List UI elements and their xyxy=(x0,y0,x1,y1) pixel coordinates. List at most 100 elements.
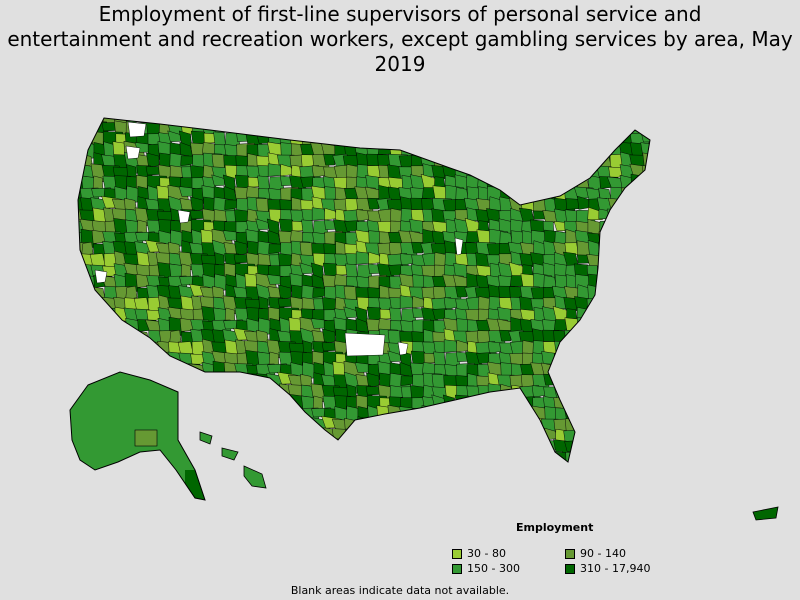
map-area xyxy=(115,459,135,462)
map-area xyxy=(642,252,650,264)
map-area xyxy=(618,406,638,425)
map-area xyxy=(607,384,630,404)
map-area xyxy=(619,197,640,213)
map-area xyxy=(289,449,306,462)
map-area xyxy=(355,451,375,462)
map-area xyxy=(629,208,650,224)
map-area xyxy=(82,118,94,123)
map-area xyxy=(586,306,606,325)
map-area xyxy=(401,450,416,462)
map-area xyxy=(125,462,139,482)
map-area xyxy=(617,118,644,129)
map-area xyxy=(532,440,549,457)
map-area xyxy=(379,118,400,130)
map-area xyxy=(598,397,614,415)
map-area xyxy=(620,351,638,371)
map-area xyxy=(565,142,583,164)
map-area xyxy=(247,418,264,432)
map-area xyxy=(652,374,669,390)
map-area xyxy=(476,132,493,148)
map-area xyxy=(653,298,668,313)
map-area xyxy=(631,328,650,348)
map-area xyxy=(115,338,128,353)
map-area xyxy=(642,296,650,313)
map-area xyxy=(643,264,650,285)
map-area xyxy=(466,428,481,448)
map-area xyxy=(422,131,441,149)
map-area xyxy=(576,384,596,400)
legend-swatch-2 xyxy=(565,548,575,559)
map-area xyxy=(267,121,284,134)
map-area xyxy=(454,394,471,413)
map-area xyxy=(509,153,532,168)
map-area xyxy=(577,143,594,157)
map-area xyxy=(93,319,106,340)
map-area xyxy=(125,285,138,300)
map-area xyxy=(255,218,269,230)
map-area xyxy=(520,419,540,432)
map-area xyxy=(201,451,219,462)
map-area xyxy=(587,319,602,340)
map-area xyxy=(621,239,634,254)
map-area xyxy=(510,450,525,462)
map-area xyxy=(500,395,516,406)
map-area xyxy=(653,177,673,188)
map-area xyxy=(78,362,83,383)
map-area xyxy=(456,418,473,434)
map-area xyxy=(477,141,496,160)
map-area xyxy=(78,353,89,363)
map-area xyxy=(640,209,650,223)
map-area xyxy=(354,122,376,141)
map-area xyxy=(631,250,647,265)
map-area xyxy=(554,340,574,360)
map-area xyxy=(620,254,640,269)
map-area xyxy=(498,438,515,457)
map-area xyxy=(136,351,157,363)
map-area xyxy=(487,449,502,462)
map-area xyxy=(555,132,577,145)
map-area xyxy=(332,461,352,462)
map-area xyxy=(620,284,639,306)
map-area xyxy=(532,452,548,462)
map-area xyxy=(575,396,596,409)
map-area xyxy=(433,132,451,147)
map-area xyxy=(575,153,596,169)
map-area xyxy=(78,339,89,361)
map-area xyxy=(444,122,463,132)
map-area xyxy=(598,274,618,289)
map-area xyxy=(598,118,615,129)
map-area xyxy=(654,397,666,413)
map-area xyxy=(651,253,674,270)
map-area xyxy=(78,294,84,309)
map-area xyxy=(608,406,630,425)
legend-swatch-1 xyxy=(452,548,462,559)
map-area xyxy=(585,395,602,413)
legend-label-2: 90 - 140 xyxy=(580,547,626,560)
map-area xyxy=(214,428,236,447)
footnote: Blank areas indicate data not available. xyxy=(290,584,510,597)
map-area xyxy=(554,143,568,158)
map-area xyxy=(422,142,438,159)
map-area xyxy=(521,452,535,462)
map-area xyxy=(487,142,507,160)
map-area xyxy=(488,118,506,123)
map-area xyxy=(343,306,357,318)
map-area xyxy=(621,360,641,378)
legend-item-3: 150 - 300 xyxy=(452,562,520,575)
map-area xyxy=(422,463,435,481)
map-area xyxy=(618,340,642,360)
map-area xyxy=(256,118,279,124)
map-area xyxy=(279,428,298,448)
map-area xyxy=(180,374,194,389)
map-area xyxy=(456,141,477,157)
map-area xyxy=(500,407,521,421)
map-area xyxy=(499,144,514,158)
map-area xyxy=(631,363,646,384)
map-area xyxy=(455,441,471,455)
map-area xyxy=(642,120,650,136)
map-area xyxy=(191,373,209,395)
map-area xyxy=(608,397,628,415)
map-area xyxy=(91,364,111,375)
map-area xyxy=(443,142,461,162)
map-area xyxy=(510,143,526,164)
